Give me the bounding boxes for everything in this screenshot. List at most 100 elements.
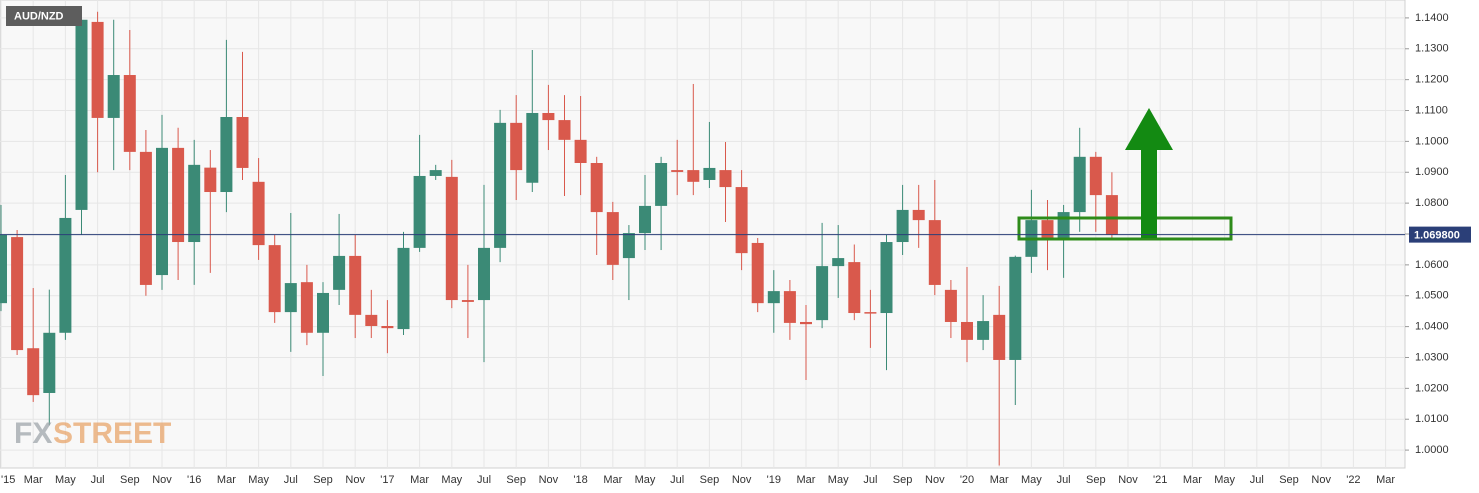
x-tick-label: Jul [91,474,105,486]
candle-body [993,314,1006,360]
x-tick-label: Mar [24,474,43,486]
x-tick-label: May [828,474,849,486]
watermark-fx: FX [14,417,52,450]
y-tick-label: 1.0500 [1415,290,1449,302]
x-tick-label: Nov [732,474,752,486]
x-tick-label: '22 [1346,474,1360,486]
candle-body [381,325,394,329]
candle-body [558,120,571,140]
candle-body [27,348,40,396]
candle-body [123,75,136,152]
x-tick-label: Mar [1183,474,1202,486]
x-tick-label: Nov [1311,474,1331,486]
candle-body [268,245,281,313]
candle-body [687,170,700,182]
x-tick-label: Nov [345,474,365,486]
last-price-label: 1.069800 [1414,230,1460,242]
candle-body [75,19,88,210]
candle-body [252,181,265,246]
candle-body [397,247,410,330]
candle-body [284,283,297,313]
candle-body [880,242,893,314]
candles [0,11,1118,466]
candle-body [735,187,748,254]
x-tick-label: Sep [893,474,913,486]
x-tick-label: Jul [670,474,684,486]
candle-body [0,234,7,304]
x-tick-label: Nov [1118,474,1138,486]
title-box [6,6,82,26]
x-tick-label: Sep [1279,474,1299,486]
y-tick-label: 1.0800 [1415,197,1449,209]
last-price-box [1409,226,1471,243]
candle-body [204,167,217,193]
candle-body [783,291,796,323]
x-tick-label: Sep [313,474,333,486]
candle-body [816,266,829,321]
x-tick-label: '20 [960,474,974,486]
x-tick-label: Mar [603,474,622,486]
candle-body [413,175,426,248]
candle-body [494,122,507,248]
candle-body [864,312,877,314]
candle-body [59,217,72,333]
candle-body [43,332,56,393]
y-tick-label: 1.1200 [1415,74,1449,86]
range-box [1017,216,1233,241]
y-tick-label: 1.0000 [1415,444,1449,456]
candle-body [1089,156,1102,196]
chart-title: AUD/NZD [14,10,64,22]
candle-body [333,255,346,290]
candle-body [574,139,587,163]
y-tick-label: 1.1000 [1415,135,1449,147]
x-tick-label: '21 [1153,474,1167,486]
candle-body [655,162,668,206]
candle-body [896,209,909,243]
candle-body [848,262,861,314]
x-tick-label: Sep [506,474,526,486]
candle-body [639,205,651,234]
candle-body [751,242,764,304]
y-tick-label: 1.0100 [1415,413,1449,425]
candle-body [236,117,249,168]
x-tick-label: Sep [1086,474,1106,486]
x-tick-label: May [441,474,462,486]
candle-body [542,112,555,121]
up-arrow [1125,108,1173,238]
x-tick-label: Nov [539,474,559,486]
x-tick-label: May [635,474,656,486]
x-tick-label: Mar [1376,474,1395,486]
y-tick-label: 1.0400 [1415,321,1449,333]
x-tick-label: Nov [925,474,945,486]
x-tick-label: Jul [1057,474,1071,486]
x-tick-label: Jul [477,474,491,486]
y-tick-label: 1.1400 [1415,12,1449,24]
candle-body [832,258,845,267]
candle-body [300,282,313,333]
candle-body [1041,220,1054,239]
candle-body [703,167,716,180]
candle-body [1105,195,1118,235]
candle-body [156,147,168,276]
candle-body [800,321,812,325]
candle-body [622,233,635,259]
x-tick-label: Sep [700,474,720,486]
x-tick-label: Jul [1250,474,1264,486]
candle-body [767,291,780,304]
x-tick-label: May [55,474,76,486]
candle-body [510,122,523,171]
candle-body [220,117,233,193]
candle-body [961,321,973,340]
x-tick-label: Mar [217,474,236,486]
x-tick-label: May [1214,474,1235,486]
x-tick-label: '19 [767,474,781,486]
candle-body [445,176,458,301]
candle-body [172,147,185,243]
candle-body [944,289,957,322]
candle-body [590,162,603,213]
candle-body [461,300,474,302]
candle-body [188,164,201,243]
candle-body [349,255,362,315]
x-tick-label: May [248,474,269,486]
